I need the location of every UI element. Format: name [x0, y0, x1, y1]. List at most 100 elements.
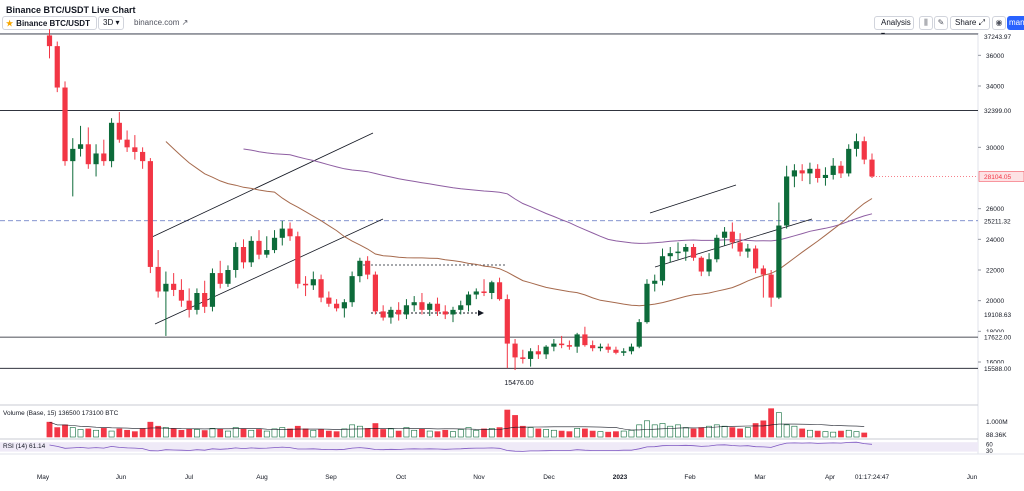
time-label: May [37, 474, 50, 481]
candle-body [822, 174, 829, 178]
pencil-icon[interactable]: ✎ [934, 16, 948, 30]
time-axis: May Jun Jul Aug Sep Oct Nov Dec 2023 Feb Mar Apr Jun… [37, 472, 978, 482]
volume-bar [605, 431, 612, 438]
price-label-box [979, 215, 1024, 226]
candle-body [737, 242, 743, 252]
source-link[interactable]: binance.com ↗ [134, 18, 188, 27]
star-icon[interactable]: ★ [6, 19, 14, 28]
candle-body [248, 240, 254, 263]
candle-body [590, 345, 596, 349]
volume-bar [333, 431, 340, 438]
volume-bar [519, 425, 526, 438]
candle-body [799, 170, 805, 174]
channel-line [151, 132, 374, 238]
volume-bar [512, 415, 518, 438]
volume-bar [838, 430, 844, 438]
volume-bar [209, 428, 216, 438]
timeframe-selector[interactable]: 3D ▾ [98, 16, 124, 30]
candle-body [310, 279, 316, 286]
volume-bar [457, 429, 464, 438]
volume-bar [830, 431, 837, 438]
candle-body [101, 153, 107, 162]
price-tick-label: 36000 [986, 53, 1004, 60]
candle-body [504, 299, 510, 344]
volume-bar [799, 428, 806, 438]
volume-bar [364, 428, 371, 438]
candle-body [70, 148, 76, 162]
compare-icon[interactable]: ⫼ [919, 16, 933, 30]
volume-bar [566, 431, 573, 438]
share-button[interactable]: Share ⤢ [950, 16, 990, 30]
volume-bar [636, 424, 643, 438]
volume-bar [807, 429, 813, 438]
price-tick-label: 26000 [986, 206, 1004, 213]
candle-body [784, 176, 790, 226]
candle-body [124, 139, 130, 148]
time-label: Sep [325, 474, 337, 481]
candle-body [178, 289, 185, 301]
candle-body [186, 300, 192, 310]
volume-bar [651, 424, 658, 438]
candle-body [147, 161, 153, 267]
time-label: Dec [543, 474, 555, 481]
volume-bar [349, 424, 356, 438]
volume-bar [147, 421, 154, 438]
volume-bar [194, 429, 200, 438]
volume-bar [201, 430, 208, 438]
volume-bar [419, 428, 425, 438]
candle-body [365, 260, 371, 275]
rsi-legend: RSI (14) 61.14 [3, 443, 46, 450]
volume-bar [582, 428, 588, 438]
rsi-tick-label: 30 [986, 449, 993, 455]
candle-body [140, 151, 146, 162]
price-tick-label: 34000 [986, 84, 1004, 91]
candle-body [116, 122, 122, 140]
candle-body [256, 240, 262, 255]
volume-bar [527, 427, 534, 438]
volume-bar [263, 430, 270, 438]
candle-body [853, 141, 860, 149]
volume-bar [752, 423, 759, 438]
time-label: Jun [967, 474, 978, 481]
user-button[interactable]: manu [1007, 16, 1024, 30]
external-link-icon: ↗ [181, 18, 189, 27]
candle-body [217, 273, 223, 284]
volume-bar [279, 427, 286, 438]
price-tick-label: 24000 [986, 237, 1004, 244]
time-label: Oct [396, 474, 406, 481]
volume-bar [388, 428, 394, 438]
price-label: 32399.00 [984, 108, 1011, 115]
volume-bar [46, 421, 53, 438]
candle-body [46, 35, 53, 47]
volume-bar [356, 425, 363, 438]
share-label: Share [955, 18, 977, 27]
candle-body [675, 251, 681, 254]
volume-bar [139, 428, 146, 438]
volume-bar [597, 431, 604, 438]
candle-body [830, 165, 836, 175]
volume-bar [488, 428, 495, 438]
candle-body [54, 46, 60, 88]
volume-bar [558, 430, 565, 438]
candle-body [108, 122, 115, 162]
camera-icon[interactable]: ◉ [992, 16, 1006, 30]
candle-body [559, 343, 565, 346]
time-label: Jun [116, 474, 127, 481]
candle-body [240, 247, 247, 263]
volume-bar [675, 424, 681, 438]
volume-bar [248, 429, 255, 438]
volume-bar [768, 408, 775, 438]
candle-body [597, 346, 604, 349]
volume-bar [310, 429, 317, 438]
volume-bar [450, 431, 456, 438]
candles-layer [46, 29, 875, 371]
candle-body [527, 351, 534, 359]
candle-body [512, 343, 518, 358]
candle-body [520, 357, 526, 359]
time-label: Feb [684, 474, 696, 481]
top-toolbar: Binance BTC/USDT Live Chart ★ Binance BTC… [0, 0, 1024, 39]
candle-body [574, 334, 580, 347]
price-axis: 3600034000300002600024000220002000018000… [870, 31, 1024, 374]
candle-body [302, 283, 309, 286]
